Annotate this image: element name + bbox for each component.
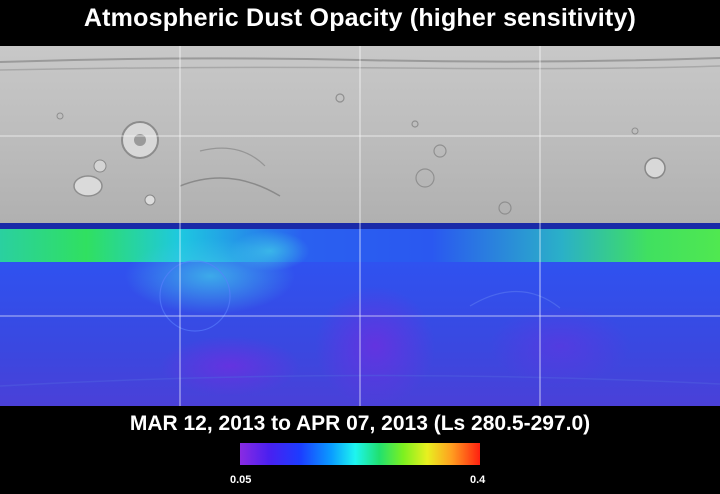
map-title: Atmospheric Dust Opacity (higher sensiti…: [83, 4, 637, 32]
opacity-colorbar: [240, 443, 480, 465]
mars-dust-map: [0, 46, 720, 406]
colorbar-max-label: 0.4: [470, 474, 486, 486]
date-range-label: MAR 12, 2013 to APR 07, 2013 (Ls 280.5-2…: [129, 412, 591, 435]
map-grid: [0, 46, 720, 406]
colorbar-min-label: 0.05: [230, 474, 252, 486]
elysium-mons: [644, 157, 666, 179]
